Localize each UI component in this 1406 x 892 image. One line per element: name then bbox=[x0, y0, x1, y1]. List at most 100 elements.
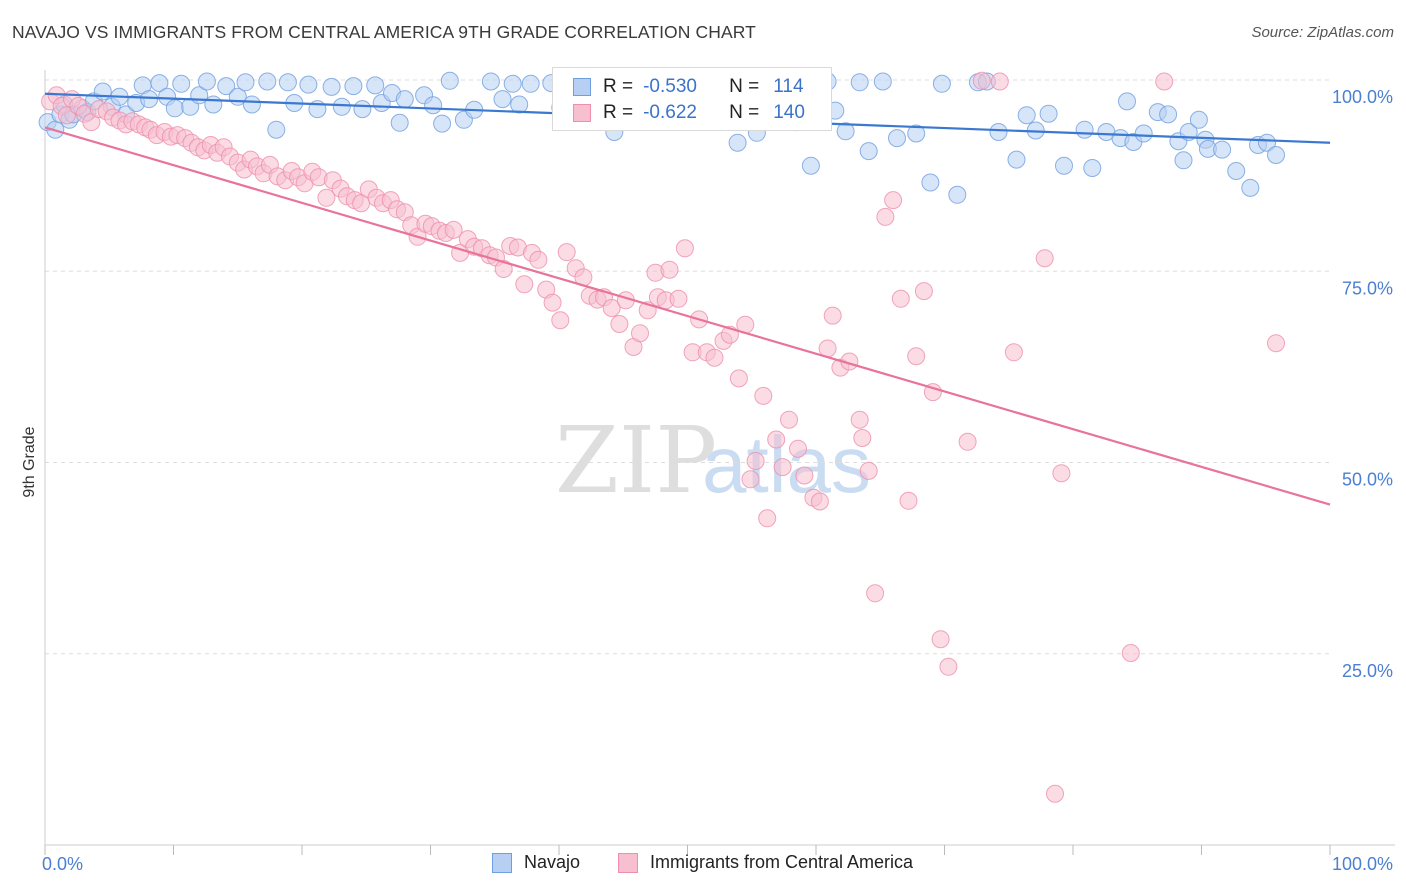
immigrants-point bbox=[1267, 334, 1285, 353]
chart-title: NAVAJO VS IMMIGRANTS FROM CENTRAL AMERIC… bbox=[12, 22, 756, 42]
navajo-point bbox=[93, 82, 112, 101]
immigrants-point bbox=[758, 509, 777, 528]
navajo-point bbox=[1189, 110, 1208, 129]
immigrants-point bbox=[810, 492, 829, 511]
navajo-r-label: R = bbox=[603, 76, 634, 97]
y-tick-label-2: 50.0% bbox=[1342, 470, 1393, 490]
navajo-point bbox=[850, 73, 869, 92]
legend-immigrants-swatch bbox=[618, 852, 638, 873]
navajo-r-value: -0.530 bbox=[643, 76, 697, 97]
navajo-point bbox=[197, 72, 216, 91]
axis-labels: 100.0% 75.0% 50.0% 25.0% 0.0% 100.0% 9th Grade bbox=[21, 87, 1393, 874]
navajo-point bbox=[165, 99, 184, 118]
immigrants-swatch bbox=[573, 104, 591, 122]
immigrants-point bbox=[795, 466, 814, 485]
navajo-point bbox=[433, 114, 452, 133]
navajo-point bbox=[1007, 150, 1026, 169]
immigrants-point bbox=[494, 260, 513, 278]
navajo-point bbox=[322, 77, 341, 96]
immigrants-point bbox=[529, 250, 548, 269]
navajo-point bbox=[332, 97, 351, 116]
navajo-point bbox=[1241, 178, 1260, 197]
immigrants-point bbox=[602, 299, 621, 317]
immigrants-point bbox=[675, 239, 694, 258]
navajo-point bbox=[836, 122, 855, 141]
immigrants-point bbox=[669, 289, 688, 308]
immigrants-point bbox=[1052, 464, 1071, 483]
navajo-point bbox=[267, 120, 286, 139]
navajo-point bbox=[1213, 140, 1232, 159]
legend-immigrants-label: Immigrants from Central America bbox=[650, 852, 914, 872]
immigrants-point bbox=[823, 306, 842, 325]
legend-row-immigrants: R = -0.622 N = 140 bbox=[573, 101, 805, 125]
navajo-point bbox=[1267, 146, 1285, 164]
immigrants-point bbox=[1004, 343, 1023, 362]
x-tick-label-1: 100.0% bbox=[1332, 854, 1393, 874]
immigrants-point bbox=[444, 220, 463, 239]
immigrants-point bbox=[884, 191, 903, 210]
immigrants-point bbox=[1155, 72, 1174, 91]
immigrants-point bbox=[610, 315, 629, 333]
immigrants-point bbox=[850, 410, 869, 429]
y-tick-label-1: 75.0% bbox=[1342, 278, 1393, 298]
navajo-point bbox=[888, 129, 906, 148]
immigrants-r-value: -0.622 bbox=[643, 102, 697, 123]
navajo-point bbox=[801, 156, 820, 175]
navajo-point bbox=[1227, 162, 1246, 180]
immigrants-point bbox=[931, 630, 950, 649]
navajo-point bbox=[503, 74, 522, 93]
legend-navajo-swatch bbox=[492, 852, 512, 873]
immigrants-point bbox=[876, 207, 895, 226]
navajo-point bbox=[172, 74, 191, 93]
navajo-swatch bbox=[573, 78, 591, 96]
immigrants-point bbox=[773, 458, 792, 477]
navajo-point bbox=[521, 74, 540, 93]
legend-row-navajo: R = -0.530 N = 114 bbox=[573, 75, 804, 99]
navajo-point bbox=[299, 75, 318, 94]
navajo-point bbox=[242, 95, 261, 114]
navajo-point bbox=[353, 100, 372, 119]
correlation-legend: R = -0.530 N = 114 R = -0.622 N = 140 bbox=[552, 67, 832, 131]
legend-item-immigrants: Immigrants from Central America bbox=[618, 852, 913, 873]
immigrants-point bbox=[317, 188, 336, 207]
navajo-point bbox=[948, 185, 967, 204]
navajo-point bbox=[1017, 106, 1036, 125]
immigrants-point bbox=[741, 470, 760, 489]
immigrants-point bbox=[958, 432, 977, 451]
immigrants-point bbox=[515, 275, 534, 294]
immigrants-point bbox=[789, 439, 807, 458]
axes bbox=[44, 70, 1395, 855]
navajo-point bbox=[344, 77, 363, 96]
immigrants-point bbox=[907, 347, 926, 366]
immigrants-point bbox=[899, 491, 918, 510]
navajo-point bbox=[140, 90, 159, 109]
navajo-point bbox=[989, 123, 1008, 141]
navajo-point bbox=[1075, 120, 1094, 139]
immigrants-n-value: 140 bbox=[773, 102, 805, 123]
navajo-point bbox=[859, 142, 878, 161]
navajo-point bbox=[1174, 151, 1193, 170]
navajo-point bbox=[1258, 133, 1276, 152]
immigrants-point bbox=[990, 72, 1009, 91]
navajo-point bbox=[278, 73, 297, 92]
navajo-n-value: 114 bbox=[773, 76, 804, 97]
navajo-point bbox=[1118, 92, 1136, 111]
navajo-point bbox=[728, 133, 747, 152]
immigrants-point bbox=[557, 243, 576, 262]
y-tick-label-0: 100.0% bbox=[1332, 87, 1393, 107]
watermark-zip: ZIP bbox=[555, 407, 717, 514]
navajo-point bbox=[390, 113, 409, 132]
navajo-point bbox=[1055, 156, 1073, 175]
immigrants-point bbox=[859, 461, 878, 480]
legend-item-navajo: Navajo bbox=[492, 852, 580, 873]
immigrants-point bbox=[972, 71, 991, 90]
navajo-point bbox=[1134, 124, 1153, 143]
immigrants-point bbox=[729, 369, 748, 388]
navajo-point bbox=[921, 173, 940, 192]
immigrants-r-label: R = bbox=[603, 102, 634, 123]
immigrants-point bbox=[705, 348, 724, 367]
immigrants-point bbox=[891, 289, 910, 308]
y-tick-label-3: 25.0% bbox=[1342, 661, 1393, 681]
immigrants-point bbox=[543, 293, 562, 312]
